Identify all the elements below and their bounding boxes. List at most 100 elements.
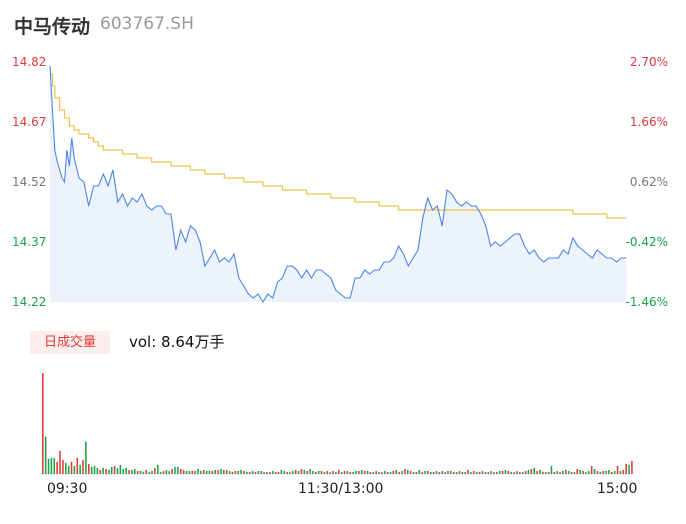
volume-bar xyxy=(211,470,214,474)
y-tick-right-0: 2.70% xyxy=(629,55,668,69)
volume-bar xyxy=(550,465,553,474)
daily-volume-badge: 日成交量 xyxy=(30,331,110,354)
volume-bar xyxy=(133,468,136,474)
volume-bar xyxy=(93,465,96,474)
price-area-fill xyxy=(50,66,627,302)
volume-bar xyxy=(372,471,375,474)
volume-bar xyxy=(246,471,248,474)
x-tick-close: 15:00 xyxy=(597,481,638,497)
volume-bar xyxy=(378,471,380,474)
volume-bar xyxy=(237,470,239,474)
volume-bar xyxy=(197,468,199,474)
volume-bar xyxy=(375,470,377,474)
volume-bar xyxy=(73,465,76,474)
volume-bar xyxy=(562,470,564,474)
volume-bar xyxy=(421,471,423,474)
volume-bar xyxy=(622,469,625,474)
x-tick-open: 09:30 xyxy=(47,481,88,497)
volume-bar xyxy=(369,471,372,474)
volume-bar xyxy=(536,470,538,474)
volume-bar xyxy=(631,460,633,474)
volume-bar xyxy=(360,469,363,474)
volume-bar xyxy=(392,470,395,474)
volume-bar xyxy=(619,470,622,474)
volume-bar xyxy=(349,471,352,474)
volume-bar xyxy=(254,471,257,474)
volume-bar xyxy=(340,471,343,474)
volume-bar xyxy=(611,471,613,474)
volume-bar xyxy=(125,467,127,474)
y-tick-right-3: -0.42% xyxy=(625,235,668,249)
volume-bar xyxy=(191,470,194,474)
volume-bar xyxy=(582,470,584,474)
volume-bar xyxy=(70,461,73,474)
volume-bar xyxy=(605,470,607,474)
volume-bar xyxy=(516,470,518,474)
volume-bar xyxy=(539,469,541,474)
volume-bar xyxy=(412,471,415,474)
volume-bar xyxy=(501,470,504,474)
volume-bar xyxy=(404,468,406,474)
volume-bar xyxy=(289,471,291,474)
volume-bar xyxy=(42,373,44,474)
volume-bar xyxy=(593,468,596,474)
volume-bar xyxy=(85,441,87,474)
volume-bars xyxy=(42,373,633,474)
volume-bar xyxy=(519,471,521,474)
volume-bar xyxy=(565,469,567,474)
volume-bar xyxy=(96,467,99,474)
volume-bar xyxy=(475,471,478,474)
volume-bar xyxy=(274,471,277,474)
volume-bar xyxy=(76,457,79,474)
volume-bar xyxy=(335,471,337,474)
volume-bar xyxy=(165,469,168,474)
volume-bar xyxy=(217,469,219,474)
y-tick-left-0: 14.82 xyxy=(12,55,47,69)
volume-bar xyxy=(455,471,458,474)
volume-bar xyxy=(452,471,455,474)
volume-bar xyxy=(168,470,171,474)
volume-bar xyxy=(87,463,90,474)
volume-bar xyxy=(458,470,461,474)
volume-bar xyxy=(464,471,467,474)
volume-bar xyxy=(128,469,130,474)
volume-bar xyxy=(435,470,438,474)
volume-bar xyxy=(208,470,211,474)
volume-bar xyxy=(177,466,179,474)
volume-bar xyxy=(67,465,70,474)
volume-bar xyxy=(386,471,389,474)
volume-bar xyxy=(64,462,67,474)
volume-bar xyxy=(194,470,196,474)
volume-bar xyxy=(220,468,222,474)
volume-bar xyxy=(53,457,56,474)
volume-bar xyxy=(110,466,113,474)
volume-bar xyxy=(478,471,481,474)
volume-bar xyxy=(352,471,354,474)
volume-bar xyxy=(251,470,254,474)
volume-bar xyxy=(102,467,104,474)
volume-bar xyxy=(214,469,217,474)
volume-bar xyxy=(579,469,581,474)
volume-bar xyxy=(346,470,349,474)
volume-bar xyxy=(493,471,495,474)
volume-bar xyxy=(320,470,323,474)
volume-bar xyxy=(225,469,228,474)
volume-bar xyxy=(484,471,487,474)
volume-bar xyxy=(50,457,53,474)
volume-bar xyxy=(616,465,619,474)
volume-bar xyxy=(395,469,398,474)
x-tick-midday: 11:30/13:00 xyxy=(298,481,384,497)
volume-bar xyxy=(182,469,185,474)
volume-bar xyxy=(398,471,400,474)
volume-bar xyxy=(625,463,627,474)
volume-bar xyxy=(547,471,550,474)
volume-bar xyxy=(47,458,50,474)
volume-bar xyxy=(542,471,544,474)
volume-bar xyxy=(248,471,251,474)
volume-readout: vol: 8.64万手 xyxy=(129,333,225,351)
volume-bar xyxy=(56,461,58,474)
volume-bar xyxy=(596,470,599,474)
volume-bar xyxy=(381,471,383,474)
volume-bar xyxy=(59,450,61,474)
